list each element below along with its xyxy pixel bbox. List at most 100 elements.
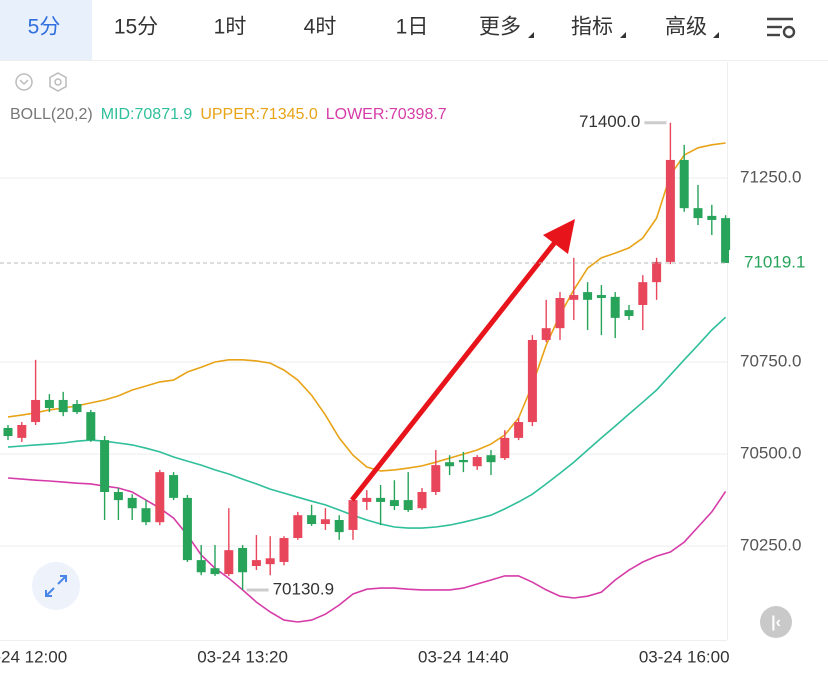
candle-body	[320, 519, 330, 525]
y-tick-label: 70500.0	[740, 444, 801, 463]
candle-body	[169, 475, 179, 498]
grid-layer: 70250.0 70500.0 70750.0 71250.0 03-24 12:00 0…	[0, 62, 801, 666]
candle-body	[679, 159, 689, 209]
candle-body	[17, 424, 27, 438]
tab[interactable]: 5分	[28, 16, 61, 39]
y-tick-label: 70250.0	[740, 536, 801, 555]
expand-button[interactable]	[32, 562, 80, 610]
candle-body	[141, 508, 151, 523]
candle-body	[307, 515, 317, 525]
candle-body	[721, 218, 731, 263]
candle-body	[31, 399, 41, 423]
tab[interactable]: 15分	[114, 16, 158, 39]
settings-icon[interactable]	[767, 17, 796, 39]
candle-body	[238, 547, 248, 573]
tab[interactable]: 更多	[479, 16, 521, 39]
back-to-latest-button[interactable]	[760, 606, 792, 638]
candle-body	[100, 440, 110, 493]
candle-body	[665, 159, 675, 262]
candle-body	[486, 455, 496, 463]
candle-body	[376, 497, 386, 502]
y-tick-label: 71250.0	[740, 167, 801, 186]
candle-body	[417, 492, 427, 509]
x-tick-label: 03-24 12:00	[0, 647, 67, 666]
candle-body	[3, 427, 13, 437]
dropdown-caret	[528, 32, 534, 38]
min-label: 70130.9	[273, 579, 334, 598]
label-layer: BOLL(20,2) MID:70871.9 UPPER:71345.0 LOWER:…	[0, 106, 825, 598]
candle-body	[210, 568, 220, 575]
x-tick-label: 03-24 16:00	[639, 647, 730, 666]
candle-body	[624, 310, 634, 317]
tab-bar: 5分 15分 1时 4时 1日 更多 指标 高级	[28, 16, 707, 39]
candle-body	[472, 457, 482, 467]
candle-body	[293, 515, 303, 539]
dropdown-caret	[620, 32, 626, 38]
tab[interactable]: 1时	[214, 16, 247, 39]
candle-body	[58, 399, 68, 413]
indicator-name: BOLL(20,2)	[10, 106, 93, 123]
active-tab-bg	[0, 0, 92, 60]
candle-body	[403, 500, 413, 511]
tab[interactable]: 1日	[396, 16, 429, 39]
settings-hex-icon[interactable]	[49, 72, 67, 92]
candle-body	[44, 399, 54, 409]
dropdown-caret	[713, 32, 719, 38]
band-line	[7, 142, 726, 472]
band-line	[7, 316, 727, 529]
settings-hex-dot	[54, 78, 62, 86]
last-price-box	[729, 249, 825, 276]
candle-body	[569, 295, 579, 300]
y-tick-label: 70750.0	[740, 352, 801, 371]
candle-body	[431, 465, 441, 493]
legend-entry: LOWER:70398.7	[326, 106, 447, 123]
candle-body	[348, 500, 358, 530]
candle-body	[541, 328, 551, 340]
candle-body	[555, 297, 565, 329]
candle-body	[596, 295, 606, 298]
band-line	[7, 477, 727, 623]
candle-body	[127, 497, 137, 509]
candle-body	[251, 560, 261, 567]
candle-body	[514, 422, 524, 438]
candle-body	[113, 492, 123, 501]
candle-body	[72, 404, 82, 413]
candle-body	[458, 459, 468, 463]
candle-body	[182, 497, 192, 561]
candle-body	[265, 558, 275, 565]
collapse-icon[interactable]	[15, 73, 33, 91]
collapse-icon-chevron	[19, 79, 29, 86]
tab[interactable]: 4时	[304, 16, 337, 39]
candle-body	[527, 339, 537, 423]
candle-body	[500, 437, 510, 459]
max-label: 71400.0	[579, 112, 640, 131]
candle-body	[693, 208, 703, 219]
band-layer	[7, 142, 727, 623]
candle-body	[334, 519, 344, 533]
candle-body	[224, 550, 234, 575]
candle-body	[279, 538, 289, 562]
tab[interactable]: 指标	[571, 16, 613, 39]
last-price-label: 71019.1	[744, 252, 805, 271]
x-tick-label: 03-24 14:40	[418, 647, 509, 666]
candle-body	[638, 282, 648, 305]
candle-body	[445, 462, 455, 467]
tab[interactable]: 高级	[665, 16, 707, 39]
candle-body	[155, 472, 165, 523]
candle-layer	[3, 122, 731, 590]
expand-icon	[45, 575, 67, 597]
candle-body	[86, 412, 96, 441]
legend-entry: MID:70871.9	[101, 106, 193, 123]
trend-arrow-head	[543, 219, 575, 254]
candle-body	[196, 560, 206, 573]
candle-body	[389, 500, 399, 506]
candle-body	[610, 296, 620, 318]
x-tick-label: 03-24 13:20	[197, 647, 288, 666]
candle-body	[652, 261, 662, 283]
back-to-latest-icon: |‹	[771, 614, 781, 631]
candle-body	[362, 497, 372, 502]
trend-arrow-shaft	[350, 239, 558, 502]
candle-body	[707, 215, 717, 220]
